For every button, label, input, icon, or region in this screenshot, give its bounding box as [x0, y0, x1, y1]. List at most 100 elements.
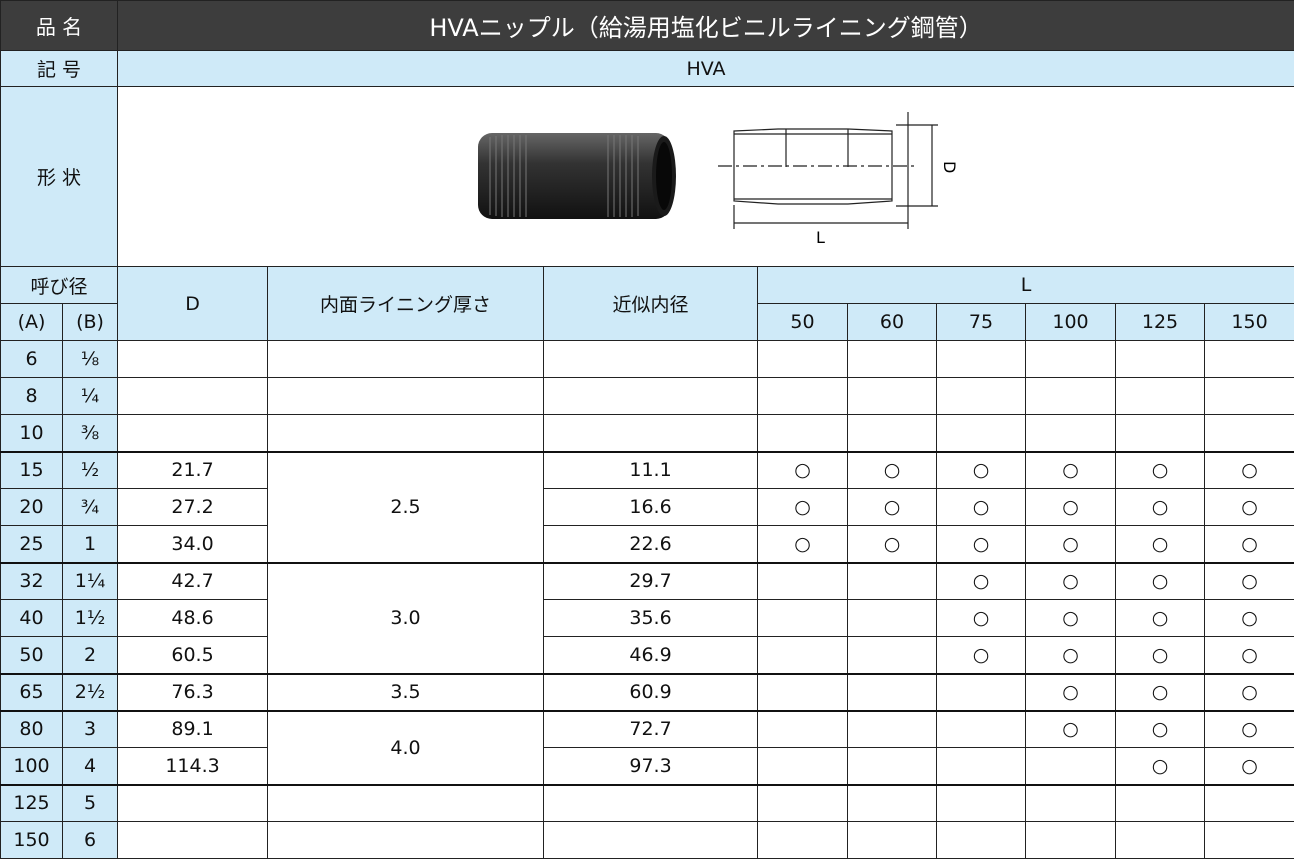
availability: ○ — [847, 488, 938, 526]
shape-drawing: D L — [478, 111, 959, 247]
title: HVAニップル（給湯用塩化ビニルライニング鋼管） — [117, 0, 1294, 51]
availability: ○ — [1204, 599, 1294, 637]
outer-diameter: 21.7 — [117, 450, 269, 489]
size-b: ⅛ — [61, 340, 119, 378]
inner-diameter: 35.6 — [543, 599, 759, 637]
row: 125 5 — [0, 783, 1294, 822]
inner-diameter — [543, 783, 759, 822]
availability: ○ — [936, 599, 1027, 637]
availability — [936, 377, 1027, 415]
row: 15 ½ 21.7 2.5 11.1 ○ ○ ○ ○ ○ ○ — [0, 450, 1294, 563]
pipe-photo — [478, 132, 677, 219]
size-b: 1¼ — [61, 561, 119, 600]
availability: ○ — [1115, 747, 1206, 785]
l-size-header: 150 — [1204, 303, 1294, 341]
availability: ○ — [757, 450, 849, 489]
l-size-header: 100 — [1025, 303, 1117, 341]
row: 25 1 34.0 22.6 ○ ○ ○ ○ ○ ○ — [0, 525, 1294, 563]
availability — [1204, 414, 1294, 452]
availability — [847, 672, 938, 711]
size-b: 3 — [61, 709, 119, 748]
inner-diameter: 60.9 — [543, 672, 759, 711]
nominal-header: 呼び径 — [0, 266, 119, 304]
outer-diameter: 42.7 — [117, 561, 269, 600]
availability: ○ — [1025, 636, 1117, 674]
size-a: 125 — [0, 783, 63, 822]
lining-thickness: 4.0 — [267, 709, 545, 785]
outer-diameter: 27.2 — [117, 488, 269, 526]
availability: ○ — [1025, 672, 1117, 711]
size-a: 80 — [0, 709, 63, 748]
size-b: ½ — [61, 450, 119, 489]
availability — [1204, 340, 1294, 378]
dim-l: L — [816, 228, 825, 247]
availability — [847, 414, 938, 452]
availability: ○ — [1204, 488, 1294, 526]
availability — [757, 561, 849, 600]
availability: ○ — [1204, 450, 1294, 489]
lining-header: 内面ライニング厚さ — [267, 266, 545, 341]
availability — [1025, 821, 1117, 859]
availability — [757, 709, 849, 748]
availability: ○ — [1204, 636, 1294, 674]
availability: ○ — [1115, 636, 1206, 674]
lining-thickness: 3.0 — [267, 561, 545, 674]
outer-diameter — [117, 340, 269, 378]
outer-diameter: 76.3 — [117, 672, 269, 711]
availability: ○ — [1025, 488, 1117, 526]
row: 32 1¼ 42.7 3.0 29.7 ○ ○ ○ ○ — [0, 561, 1294, 674]
inner-diameter — [543, 377, 759, 415]
l-size-header: 50 — [757, 303, 849, 341]
size-b: ¾ — [61, 488, 119, 526]
row: 65 2½ 76.3 3.5 60.9 ○ ○ ○ — [0, 672, 1294, 711]
size-b: 2 — [61, 636, 119, 674]
availability — [847, 377, 938, 415]
availability — [1115, 377, 1206, 415]
shape-cell: D L — [117, 86, 1294, 267]
lining-thickness — [267, 414, 545, 452]
l-size-header: 125 — [1115, 303, 1206, 341]
availability — [847, 599, 938, 637]
availability — [1115, 821, 1206, 859]
availability: ○ — [936, 488, 1027, 526]
availability: ○ — [1115, 672, 1206, 711]
availability: ○ — [1025, 450, 1117, 489]
size-b: 4 — [61, 747, 119, 785]
availability — [757, 821, 849, 859]
d-header: D — [117, 266, 269, 341]
outer-diameter — [117, 783, 269, 822]
inner-diameter: 46.9 — [543, 636, 759, 674]
size-a: 6 — [0, 340, 63, 378]
availability — [1204, 377, 1294, 415]
availability: ○ — [1025, 599, 1117, 637]
availability: ○ — [1025, 525, 1117, 563]
lining-thickness — [267, 783, 545, 822]
availability: ○ — [1204, 672, 1294, 711]
row: 20 ¾ 27.2 16.6 ○ ○ ○ ○ ○ ○ — [0, 488, 1294, 526]
size-b: 1 — [61, 525, 119, 563]
size-a: 40 — [0, 599, 63, 637]
dim-d: D — [940, 161, 959, 173]
availability — [936, 821, 1027, 859]
availability: ○ — [1115, 709, 1206, 748]
availability — [757, 636, 849, 674]
lining-thickness — [267, 377, 545, 415]
l-size-header: 75 — [936, 303, 1027, 341]
size-b: ⅜ — [61, 414, 119, 452]
row: 10 ⅜ — [0, 414, 1294, 452]
size-a: 100 — [0, 747, 63, 785]
availability — [1025, 783, 1117, 822]
availability: ○ — [1115, 599, 1206, 637]
size-b: 6 — [61, 821, 119, 859]
availability: ○ — [936, 561, 1027, 600]
lining-thickness — [267, 340, 545, 378]
availability: ○ — [757, 525, 849, 563]
availability — [757, 340, 849, 378]
availability: ○ — [1115, 561, 1206, 600]
availability — [847, 709, 938, 748]
availability — [757, 747, 849, 785]
outer-diameter: 48.6 — [117, 599, 269, 637]
outer-diameter — [117, 821, 269, 859]
